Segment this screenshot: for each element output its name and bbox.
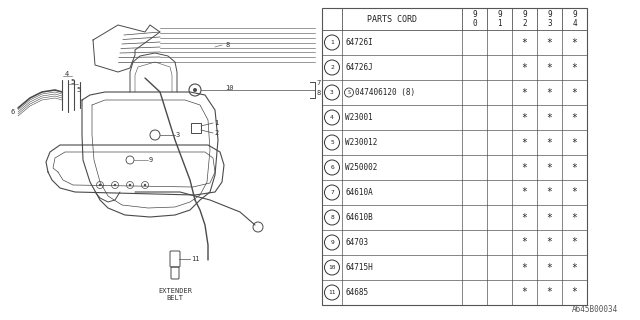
Text: 64726I: 64726I	[345, 38, 372, 47]
Text: 9
2: 9 2	[522, 10, 527, 28]
Text: 10: 10	[328, 265, 336, 270]
Text: 10: 10	[225, 85, 234, 91]
Text: *: *	[522, 188, 527, 197]
Text: 1: 1	[214, 120, 218, 126]
Text: 8: 8	[330, 215, 334, 220]
Text: 6: 6	[330, 165, 334, 170]
Text: 64703: 64703	[345, 238, 368, 247]
Text: *: *	[547, 62, 552, 73]
Text: 6: 6	[10, 109, 14, 115]
Text: 5: 5	[76, 87, 80, 93]
Text: A645B00034: A645B00034	[572, 305, 618, 314]
Text: *: *	[522, 37, 527, 47]
Circle shape	[193, 88, 197, 92]
Text: 64610B: 64610B	[345, 213, 372, 222]
Text: *: *	[547, 262, 552, 273]
Text: *: *	[572, 287, 577, 298]
Text: *: *	[547, 212, 552, 222]
Text: PARTS CORD: PARTS CORD	[367, 14, 417, 23]
Text: *: *	[572, 138, 577, 148]
Circle shape	[144, 184, 146, 186]
Text: *: *	[572, 188, 577, 197]
Text: *: *	[547, 87, 552, 98]
Text: *: *	[572, 262, 577, 273]
Text: 9
1: 9 1	[497, 10, 502, 28]
Text: 3: 3	[330, 90, 334, 95]
Text: *: *	[547, 287, 552, 298]
Text: 4: 4	[330, 115, 334, 120]
Text: *: *	[547, 37, 552, 47]
Bar	[191, 123, 201, 133]
Text: 8: 8	[225, 42, 229, 48]
Text: *: *	[522, 287, 527, 298]
Text: *: *	[572, 237, 577, 247]
Text: *: *	[572, 163, 577, 172]
Bar	[322, 8, 587, 305]
Text: *: *	[522, 87, 527, 98]
Text: 1: 1	[330, 40, 334, 45]
Text: *: *	[522, 113, 527, 123]
Text: 9: 9	[330, 240, 334, 245]
Text: W23001: W23001	[345, 113, 372, 122]
Text: W250002: W250002	[345, 163, 378, 172]
Text: 3: 3	[176, 132, 180, 138]
Text: *: *	[522, 212, 527, 222]
Text: *: *	[522, 163, 527, 172]
Text: 5: 5	[330, 140, 334, 145]
Text: 047406120 (8): 047406120 (8)	[355, 88, 415, 97]
Text: *: *	[547, 163, 552, 172]
Text: 11: 11	[191, 256, 200, 262]
Text: 64715H: 64715H	[345, 263, 372, 272]
Circle shape	[129, 184, 131, 186]
Text: 7: 7	[330, 190, 334, 195]
Text: 64726J: 64726J	[345, 63, 372, 72]
Circle shape	[99, 184, 101, 186]
Text: 9: 9	[149, 157, 153, 163]
Text: S: S	[348, 90, 351, 95]
Text: *: *	[522, 62, 527, 73]
Text: *: *	[547, 237, 552, 247]
Text: EXTENDER
BELT: EXTENDER BELT	[158, 288, 192, 301]
Text: *: *	[572, 113, 577, 123]
Text: 64610A: 64610A	[345, 188, 372, 197]
Text: 2: 2	[330, 65, 334, 70]
Text: 9
0: 9 0	[472, 10, 477, 28]
Text: 2: 2	[214, 130, 218, 136]
Text: *: *	[547, 138, 552, 148]
Text: *: *	[572, 212, 577, 222]
Text: *: *	[522, 262, 527, 273]
Text: *: *	[572, 87, 577, 98]
Text: 5: 5	[70, 79, 74, 85]
Text: 8: 8	[316, 90, 320, 96]
Text: W230012: W230012	[345, 138, 378, 147]
Text: *: *	[522, 138, 527, 148]
Text: *: *	[547, 113, 552, 123]
Text: *: *	[547, 188, 552, 197]
Text: 9
3: 9 3	[547, 10, 552, 28]
Text: 4: 4	[65, 71, 69, 77]
Text: *: *	[522, 237, 527, 247]
Text: 9
4: 9 4	[572, 10, 577, 28]
Text: 64685: 64685	[345, 288, 368, 297]
Text: *: *	[572, 37, 577, 47]
Text: *: *	[572, 62, 577, 73]
Text: 11: 11	[328, 290, 336, 295]
Text: 7: 7	[316, 80, 320, 86]
Circle shape	[114, 184, 116, 186]
